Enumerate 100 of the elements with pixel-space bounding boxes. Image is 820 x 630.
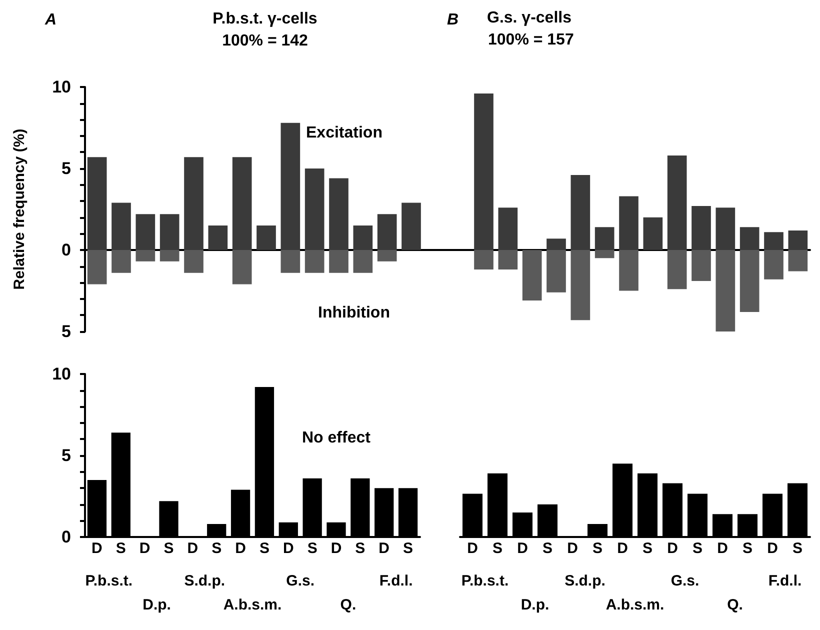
bar	[667, 155, 687, 250]
bar	[498, 208, 518, 250]
bar	[353, 226, 373, 250]
x-tick-label: Q.	[727, 596, 743, 614]
y-tick-label: 0	[62, 240, 71, 260]
text: D	[187, 540, 198, 557]
bar	[160, 250, 180, 262]
bar	[570, 175, 590, 250]
text: D	[567, 540, 578, 557]
series-label: D	[467, 540, 478, 557]
text: S	[692, 540, 703, 557]
bar	[280, 122, 300, 250]
bar	[353, 250, 373, 273]
bar	[377, 250, 397, 262]
bar	[232, 157, 252, 250]
x-tick-label: Q.	[340, 596, 356, 614]
bar	[667, 250, 687, 290]
chart-title: P.b.s.t. γ-cells	[212, 10, 318, 28]
bar	[184, 157, 204, 250]
text: S	[742, 540, 753, 557]
text: D	[235, 540, 246, 557]
bar	[716, 250, 736, 332]
bar	[788, 250, 808, 272]
bar	[136, 250, 156, 262]
text: D	[139, 540, 150, 557]
y-tick-label: 5	[62, 159, 71, 178]
bar	[402, 202, 421, 250]
y-tick-label: 5	[62, 322, 71, 341]
x-tick-label: F.d.l.	[379, 572, 413, 590]
text: B	[447, 12, 459, 28]
text: D	[282, 540, 294, 557]
x-tick-label: P.b.s.t.	[461, 572, 509, 590]
text: D	[667, 540, 678, 557]
bar	[546, 250, 566, 292]
text: S	[212, 540, 222, 557]
text: S	[542, 540, 553, 557]
bar	[474, 250, 494, 270]
bar	[232, 250, 252, 284]
bar	[87, 250, 107, 284]
series-label: D	[92, 540, 103, 557]
bar	[594, 227, 614, 250]
x-tick-label: S.d.p.	[564, 572, 606, 590]
bar	[329, 250, 348, 273]
x-tick-label: A.b.s.m.	[606, 596, 664, 614]
bar	[304, 250, 324, 273]
x-tick-label: D.p.	[142, 596, 171, 614]
bar	[184, 250, 204, 273]
bar	[619, 196, 638, 250]
bar	[136, 214, 156, 250]
text: S	[592, 540, 603, 557]
x-tick-label: G.s.	[670, 572, 700, 590]
text: D	[330, 540, 342, 557]
series-label: S	[492, 540, 503, 557]
y-tick-label: 5	[62, 446, 71, 465]
bar	[498, 250, 518, 270]
text: 100% = 157	[488, 32, 574, 48]
text: D	[517, 540, 528, 557]
bar	[740, 250, 760, 312]
bar	[764, 232, 784, 250]
text: D	[767, 540, 778, 557]
annotation: No effect	[302, 430, 372, 446]
text: D	[617, 540, 628, 557]
text: S	[355, 540, 366, 557]
bar	[764, 250, 784, 280]
text: G.s. γ-cells	[487, 10, 572, 26]
y-axis-title: Relative frequency (%)	[11, 128, 28, 290]
series-label: S	[116, 540, 126, 557]
x-tick-label: S.d.p.	[184, 572, 226, 590]
bar	[112, 250, 131, 273]
bar	[112, 202, 131, 250]
bar	[160, 214, 180, 250]
x-tick-label: D.p.	[520, 596, 550, 614]
bar	[208, 226, 228, 250]
text: S	[164, 540, 174, 557]
bar	[716, 208, 736, 250]
bar	[546, 238, 566, 250]
x-tick-label: P.b.s.t.	[85, 572, 133, 590]
bar	[87, 157, 107, 250]
bar	[788, 230, 808, 250]
x-tick-label: F.d.l.	[768, 572, 802, 590]
bar	[304, 168, 324, 250]
chart-subtitle: 100% = 142	[222, 32, 308, 50]
bar	[594, 250, 614, 258]
x-tick-label: A.b.s.m.	[223, 596, 282, 614]
bar	[256, 226, 276, 250]
bar	[474, 94, 494, 250]
bar	[329, 178, 348, 250]
x-tick-label: G.s.	[286, 572, 315, 590]
text: A	[44, 12, 57, 28]
bar	[643, 217, 663, 250]
bar	[692, 250, 711, 281]
text: S	[259, 540, 270, 557]
y-tick-label: 10	[52, 78, 71, 96]
annotation: Inhibition	[318, 304, 390, 322]
text: D	[717, 540, 728, 557]
text: S	[792, 540, 803, 557]
bar	[280, 250, 300, 273]
bar	[692, 206, 711, 250]
text: S	[642, 540, 653, 557]
bar	[377, 214, 397, 250]
